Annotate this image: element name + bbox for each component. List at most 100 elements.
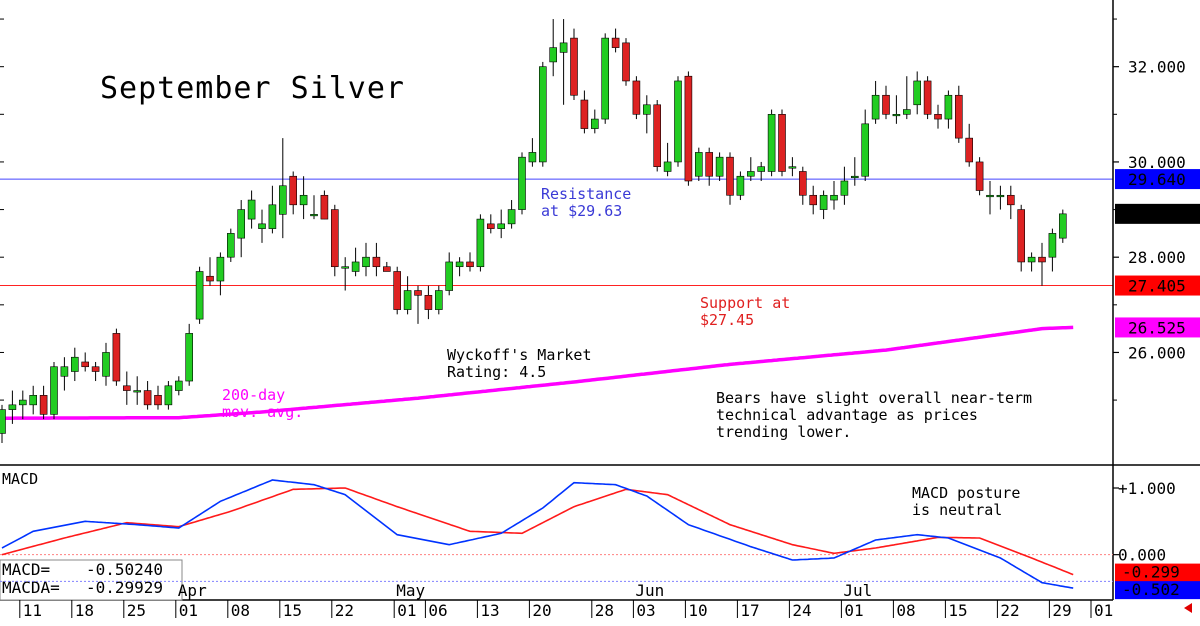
macd-group: -0.299-0.502 — [0, 479, 1200, 600]
candle-body — [559, 42, 568, 53]
macd-marker-label: -0.299 — [1122, 563, 1180, 582]
macd-marker-box — [1115, 581, 1200, 600]
candle-body — [611, 37, 620, 48]
candle-body — [278, 185, 287, 215]
month-label: Jun — [635, 581, 664, 600]
date-tick-label: 17 — [740, 601, 759, 620]
macd-tick-label: +1.000 — [1118, 479, 1176, 498]
candle-body — [507, 209, 516, 225]
date-tick-label: 25 — [127, 601, 146, 620]
price-marker-label: 28.910 — [1128, 205, 1186, 224]
resistance-label-line1: Resistance — [541, 185, 631, 203]
candle-body — [289, 175, 298, 206]
date-tick-label: 01 — [179, 601, 198, 620]
candle-body — [486, 223, 495, 229]
candle-body — [50, 366, 58, 415]
candle-body — [362, 256, 370, 268]
candle-body — [123, 385, 131, 391]
candle-body — [757, 166, 766, 172]
candle-body — [705, 152, 714, 177]
date-tick-label: 20 — [532, 601, 551, 620]
candle-body — [715, 156, 724, 177]
candle-body — [466, 261, 474, 268]
date-tick-label: 01 — [1094, 601, 1113, 620]
candle-body — [1059, 213, 1067, 239]
date-tick-label: 08 — [896, 601, 915, 620]
commentary-line2: technical advantage as prices — [716, 406, 978, 424]
candles-group — [0, 19, 1067, 443]
candle-body — [154, 395, 162, 406]
date-tick-label: 13 — [480, 601, 499, 620]
date-tick-label: 22 — [335, 601, 354, 620]
candle-body — [538, 66, 547, 163]
candle-body — [518, 156, 526, 210]
macd-marker-label: -0.502 — [1122, 580, 1180, 599]
candle-body — [112, 333, 121, 382]
candle-body — [902, 109, 911, 115]
candle-body — [445, 261, 454, 291]
candle-body — [861, 123, 870, 177]
price-marker-label: 26.525 — [1128, 318, 1186, 337]
candle-body — [195, 271, 204, 320]
candle-body — [0, 409, 6, 434]
candle-body — [497, 223, 506, 229]
candle-body — [798, 171, 807, 196]
candle-body — [1027, 256, 1036, 263]
candle-body — [580, 99, 589, 129]
rating-label-line1: Wyckoff's Market — [447, 346, 592, 364]
date-tick-label: 08 — [231, 601, 250, 620]
macd-readout-box — [0, 559, 183, 601]
candle-body — [143, 390, 152, 406]
candle-body — [590, 118, 599, 129]
macd-readout-value: -0.50240 — [86, 560, 163, 579]
scroll-left-arrow-icon[interactable] — [1184, 603, 1192, 613]
candle-body — [455, 261, 464, 268]
macd-line — [1, 479, 1074, 589]
candle-body — [1006, 194, 1015, 206]
candle-body — [632, 80, 641, 115]
macd-marker-box — [1115, 563, 1200, 582]
candle-body — [1048, 233, 1057, 258]
price-tick-label: 28.000 — [1128, 248, 1186, 267]
price-marker-box — [1115, 169, 1200, 190]
price-tick-label: 32.000 — [1128, 58, 1186, 77]
commentary-line3: trending lower. — [716, 423, 851, 441]
candle-body — [164, 385, 173, 406]
candle-body — [934, 114, 942, 120]
candle-body — [258, 223, 266, 229]
candle-body — [185, 333, 193, 382]
candle-body — [1017, 209, 1026, 263]
candle-body — [393, 271, 402, 310]
candle-body — [227, 233, 235, 258]
date-tick-label: 15 — [948, 601, 967, 620]
candle-body — [1038, 256, 1046, 263]
macda-readout-value: -0.29929 — [86, 578, 163, 597]
date-tick-label: 22 — [1000, 601, 1019, 620]
candle-body — [674, 80, 682, 163]
candle-body — [424, 294, 433, 310]
candle-body — [310, 214, 318, 217]
support-label-line2: $27.45 — [700, 311, 754, 329]
macd-note-line2: is neutral — [912, 501, 1002, 519]
candle-body — [434, 290, 443, 310]
candle-body — [570, 37, 578, 96]
candle-body — [60, 366, 69, 377]
macda-readout-label: MACDA= — [2, 578, 60, 597]
price-tick-label: 30.000 — [1128, 153, 1186, 172]
price-marker-label: 29.640 — [1128, 170, 1186, 189]
candle-body — [133, 390, 141, 393]
candle-body — [299, 194, 308, 206]
ma-label-line1: 200-day — [222, 386, 285, 404]
candle-body — [778, 114, 786, 172]
date-tick-label: 01 — [844, 601, 863, 620]
candle-body — [965, 137, 974, 163]
candle-body — [986, 194, 994, 198]
date-tick-label: 18 — [75, 601, 94, 620]
candle-body — [830, 194, 838, 201]
rating-label-line2: Rating: 4.5 — [447, 363, 546, 381]
candle-body — [91, 366, 100, 372]
candle-body — [882, 94, 890, 115]
candle-body — [476, 218, 485, 268]
